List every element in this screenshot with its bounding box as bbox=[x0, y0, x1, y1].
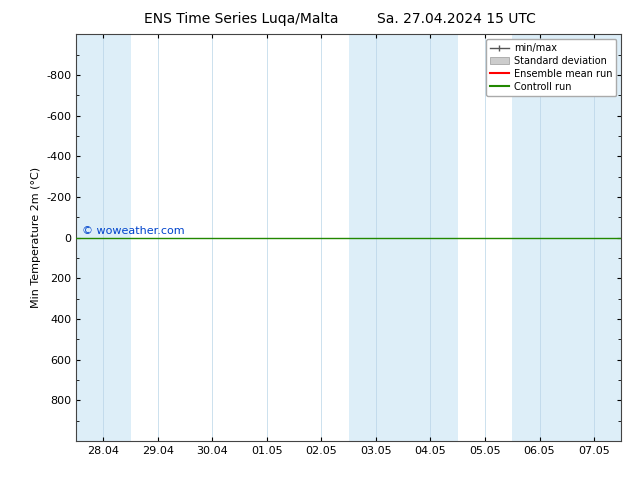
Text: ENS Time Series Luqa/Malta: ENS Time Series Luqa/Malta bbox=[144, 12, 338, 26]
Bar bbox=[567, 34, 621, 441]
Bar bbox=[512, 34, 567, 441]
Y-axis label: Min Temperature 2m (°C): Min Temperature 2m (°C) bbox=[30, 167, 41, 308]
Legend: min/max, Standard deviation, Ensemble mean run, Controll run: min/max, Standard deviation, Ensemble me… bbox=[486, 39, 616, 96]
Bar bbox=[403, 34, 458, 441]
Text: Sa. 27.04.2024 15 UTC: Sa. 27.04.2024 15 UTC bbox=[377, 12, 536, 26]
Text: © woweather.com: © woweather.com bbox=[82, 226, 184, 237]
Bar bbox=[76, 34, 131, 441]
Bar bbox=[349, 34, 403, 441]
